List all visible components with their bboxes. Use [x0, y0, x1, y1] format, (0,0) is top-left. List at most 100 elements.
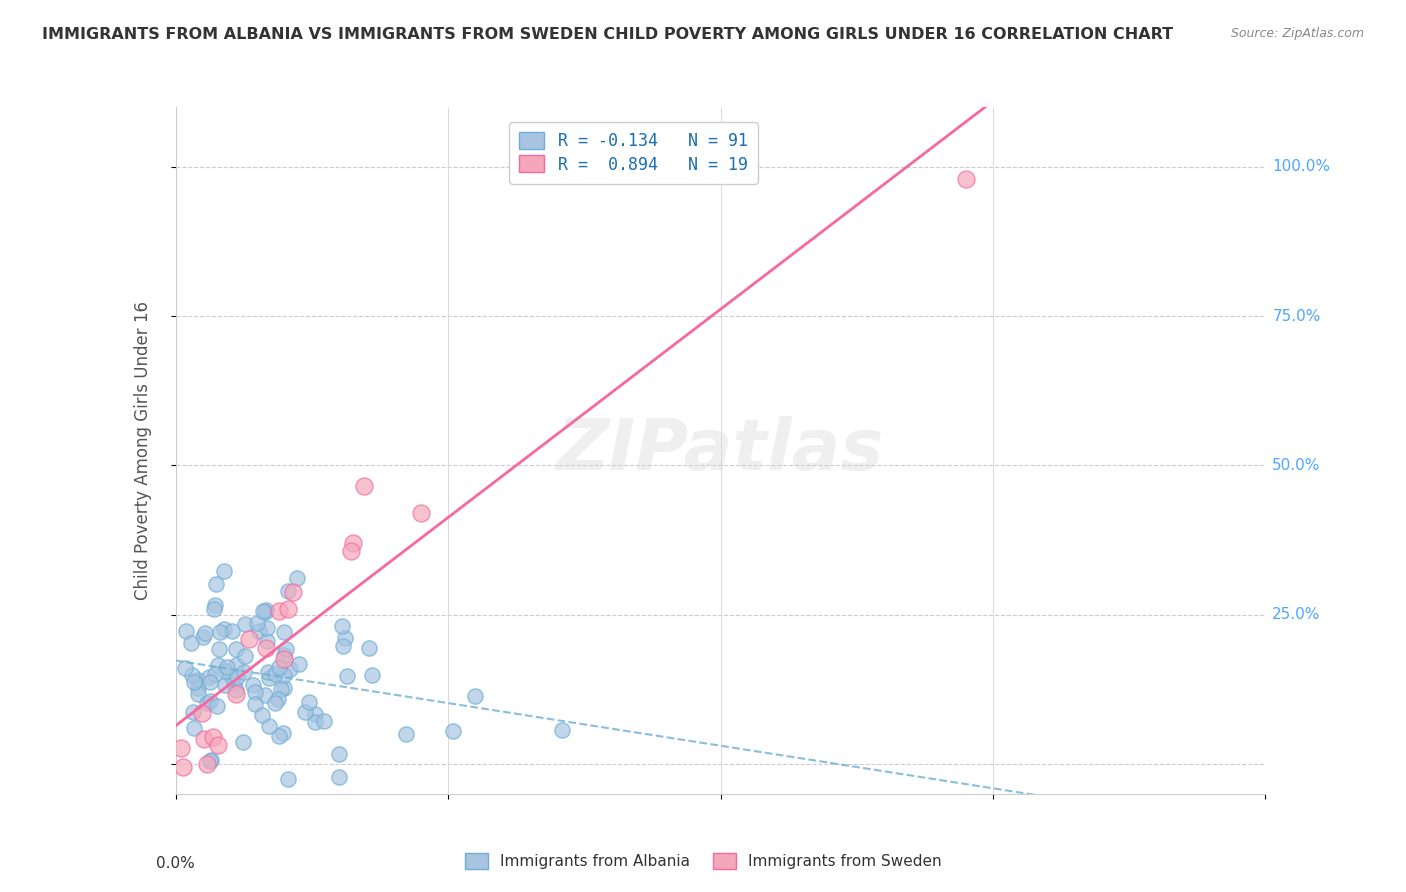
Point: [225, 687, 247, 701]
Point: [277, 583, 299, 598]
Point: [209, 624, 232, 639]
Point: [551, 723, 574, 738]
Point: [312, 714, 335, 728]
Point: [256, 621, 278, 635]
Point: [193, 732, 215, 747]
Text: 0.0%: 0.0%: [156, 855, 195, 871]
Point: [277, 772, 299, 787]
Point: [270, 682, 292, 697]
Point: [253, 605, 276, 619]
Point: [202, 602, 225, 616]
Point: [174, 661, 197, 675]
Point: [288, 657, 311, 671]
Point: [273, 681, 295, 695]
Point: [254, 688, 277, 702]
Point: [269, 659, 291, 673]
Point: [235, 617, 257, 632]
Text: 100.0%: 100.0%: [1272, 160, 1330, 174]
Point: [283, 585, 305, 599]
Point: [225, 657, 247, 672]
Point: [204, 598, 226, 612]
Point: [256, 640, 278, 655]
Point: [212, 623, 235, 637]
Point: [187, 681, 209, 695]
Point: [336, 668, 359, 682]
Point: [207, 657, 229, 672]
Point: [198, 694, 221, 708]
Point: [191, 706, 214, 720]
Point: [204, 666, 226, 681]
Point: [205, 699, 228, 714]
Point: [273, 667, 295, 681]
Point: [247, 624, 270, 638]
Point: [221, 670, 243, 684]
Point: [257, 719, 280, 733]
Point: [340, 544, 363, 558]
Point: [264, 696, 287, 710]
Point: [170, 741, 193, 756]
Point: [271, 726, 294, 740]
Point: [353, 479, 375, 493]
Point: [195, 696, 218, 710]
Point: [187, 687, 209, 701]
Point: [273, 648, 295, 662]
Point: [200, 753, 222, 767]
Point: [294, 706, 316, 720]
Point: [273, 625, 295, 640]
Legend: Immigrants from Albania, Immigrants from Sweden: Immigrants from Albania, Immigrants from…: [458, 847, 948, 875]
Point: [328, 770, 350, 784]
Point: [259, 671, 281, 685]
Point: [287, 571, 309, 585]
Point: [233, 648, 256, 663]
Point: [360, 668, 382, 682]
Text: IMMIGRANTS FROM ALBANIA VS IMMIGRANTS FROM SWEDEN CHILD POVERTY AMONG GIRLS UNDE: IMMIGRANTS FROM ALBANIA VS IMMIGRANTS FR…: [42, 27, 1173, 42]
Point: [304, 714, 326, 729]
Point: [330, 619, 353, 633]
Point: [264, 667, 287, 681]
Point: [332, 639, 354, 653]
Point: [187, 673, 209, 688]
Point: [463, 689, 485, 703]
Point: [195, 756, 218, 771]
Y-axis label: Child Poverty Among Girls Under 16: Child Poverty Among Girls Under 16: [134, 301, 152, 600]
Point: [172, 759, 194, 773]
Point: [267, 604, 290, 618]
Point: [342, 536, 364, 550]
Point: [194, 626, 217, 640]
Point: [176, 624, 198, 638]
Point: [277, 602, 299, 616]
Point: [205, 577, 228, 591]
Point: [243, 697, 266, 711]
Point: [232, 665, 254, 680]
Point: [221, 624, 243, 638]
Point: [269, 729, 291, 743]
Point: [193, 630, 215, 644]
Point: [333, 631, 356, 645]
Point: [357, 640, 380, 655]
Text: 25.0%: 25.0%: [1272, 607, 1320, 623]
Text: 75.0%: 75.0%: [1272, 309, 1320, 324]
Point: [200, 754, 222, 768]
Point: [181, 705, 204, 719]
Point: [183, 675, 205, 690]
Point: [198, 670, 221, 684]
Point: [274, 642, 297, 657]
Point: [243, 685, 266, 699]
Point: [217, 660, 239, 674]
Point: [208, 642, 231, 657]
Text: Source: ZipAtlas.com: Source: ZipAtlas.com: [1230, 27, 1364, 40]
Point: [298, 695, 321, 709]
Point: [256, 634, 278, 648]
Point: [267, 692, 290, 706]
Point: [214, 664, 236, 678]
Point: [246, 616, 269, 631]
Point: [180, 636, 202, 650]
Point: [225, 682, 247, 697]
Point: [254, 603, 277, 617]
Text: ZIPatlas: ZIPatlas: [557, 416, 884, 485]
Point: [250, 708, 273, 723]
Point: [273, 651, 295, 665]
Point: [252, 603, 274, 617]
Point: [214, 678, 236, 692]
Legend: R = -0.134   N = 91, R =  0.894   N = 19: R = -0.134 N = 91, R = 0.894 N = 19: [509, 122, 758, 184]
